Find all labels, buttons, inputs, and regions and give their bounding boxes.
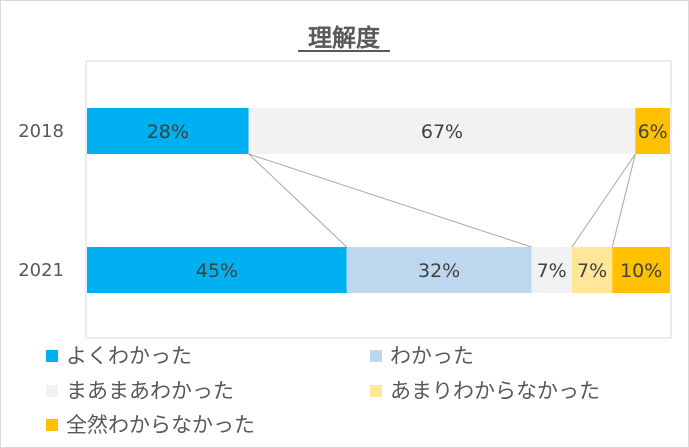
- data-label: 67%: [421, 121, 463, 143]
- category-axis: 2018 2021: [18, 121, 64, 281]
- bars: 28% 67% 6% 45% 32% 7% 7% 10%: [87, 108, 670, 293]
- legend-swatch: [370, 350, 382, 362]
- legend-swatch: [46, 385, 58, 397]
- legend-label: あまりわからなかった: [390, 379, 600, 403]
- legend-label: よくわかった: [66, 344, 192, 368]
- series-line-4: [611, 153, 636, 248]
- legend-swatch: [46, 419, 58, 431]
- legend-label: 全然わからなかった: [66, 413, 255, 437]
- category-label: 2021: [18, 260, 64, 281]
- data-label: 10%: [620, 260, 662, 282]
- series-lines: [248, 153, 636, 248]
- data-label: 45%: [196, 260, 238, 282]
- series-line-1: [248, 153, 348, 248]
- legend-label: わかった: [390, 344, 474, 368]
- legend-swatch: [46, 350, 58, 362]
- bar-segment-2018-1: [87, 108, 249, 154]
- bar-segment-2021-5: [612, 247, 670, 293]
- bar-segment-2018-3: [248, 108, 636, 154]
- bar-segment-2018-5: [635, 108, 670, 154]
- legend-swatch: [370, 385, 382, 397]
- chart-title: 理解度: [308, 24, 381, 52]
- data-label: 7%: [537, 260, 567, 282]
- data-label: 28%: [147, 121, 189, 143]
- category-label: 2018: [18, 121, 64, 142]
- bar-segment-2021-3: [531, 247, 572, 293]
- data-label: 6%: [638, 121, 668, 143]
- bar-segment-2021-2: [346, 247, 532, 293]
- data-label: 7%: [577, 260, 607, 282]
- series-line-2: [248, 153, 532, 248]
- plot-area: [85, 60, 672, 339]
- legend-label: まあまあわかった: [66, 379, 234, 403]
- series-line-3: [571, 153, 636, 248]
- bar-segment-2021-1: [87, 247, 347, 293]
- bar-segment-2021-4: [571, 247, 613, 293]
- data-label: 32%: [418, 260, 460, 282]
